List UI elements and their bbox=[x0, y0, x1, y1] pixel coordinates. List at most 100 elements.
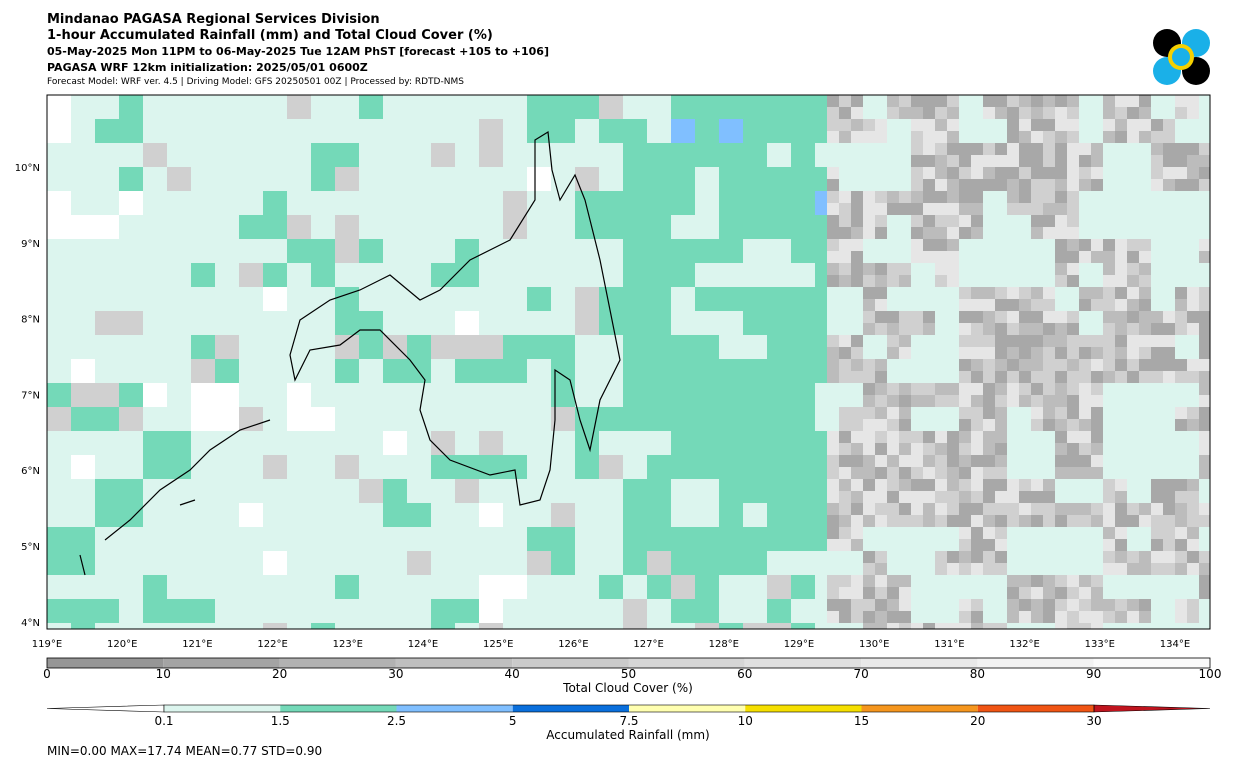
map-cell bbox=[335, 575, 347, 587]
map-cell bbox=[611, 191, 623, 203]
map-cell bbox=[923, 623, 935, 629]
map-cell bbox=[791, 107, 803, 119]
map-cell bbox=[287, 215, 299, 227]
map-cell bbox=[851, 575, 863, 587]
map-cell bbox=[191, 275, 203, 287]
map-cell bbox=[899, 467, 911, 479]
map-cell bbox=[347, 311, 359, 323]
map-cell bbox=[335, 311, 347, 323]
map-cell bbox=[647, 455, 659, 467]
map-cell bbox=[1055, 167, 1067, 179]
map-cell bbox=[647, 515, 659, 527]
map-cell bbox=[119, 515, 131, 527]
map-cell bbox=[995, 563, 1007, 575]
map-cell bbox=[971, 191, 983, 203]
map-cell bbox=[623, 167, 635, 179]
map-cell bbox=[1067, 395, 1079, 407]
map-cell bbox=[251, 419, 263, 431]
map-cell bbox=[575, 311, 587, 323]
map-cell bbox=[767, 107, 779, 119]
map-cell bbox=[1115, 503, 1127, 515]
map-cell bbox=[575, 167, 587, 179]
map-cell bbox=[1055, 431, 1067, 443]
map-cell bbox=[707, 287, 719, 299]
map-cell bbox=[503, 371, 515, 383]
map-cell bbox=[719, 431, 731, 443]
map-cell bbox=[995, 515, 1007, 527]
map-cell bbox=[983, 431, 995, 443]
map-cell bbox=[1079, 251, 1091, 263]
map-cell bbox=[227, 419, 239, 431]
map-cell bbox=[1067, 407, 1079, 419]
map-cell bbox=[539, 299, 551, 311]
map-cell bbox=[839, 227, 851, 239]
map-cell bbox=[695, 287, 707, 299]
map-cell bbox=[995, 527, 1007, 539]
map-cell bbox=[875, 119, 887, 131]
map-cell bbox=[683, 179, 695, 191]
map-cell bbox=[719, 287, 731, 299]
map-cell bbox=[755, 623, 767, 629]
map-cell bbox=[479, 443, 491, 455]
map-cell bbox=[1187, 287, 1199, 299]
map-cell bbox=[95, 131, 107, 143]
map-cell bbox=[839, 467, 851, 479]
map-cell bbox=[851, 335, 863, 347]
map-cell bbox=[527, 347, 539, 359]
map-cell bbox=[755, 203, 767, 215]
map-cell bbox=[1067, 587, 1079, 599]
map-cell bbox=[1007, 131, 1019, 143]
map-cell bbox=[287, 419, 299, 431]
map-cell bbox=[707, 107, 719, 119]
map-cell bbox=[1163, 503, 1175, 515]
map-cell bbox=[803, 575, 815, 587]
map-cell bbox=[1007, 167, 1019, 179]
map-cell bbox=[83, 359, 95, 371]
map-cell bbox=[839, 443, 851, 455]
map-cell bbox=[1139, 119, 1151, 131]
map-cell bbox=[851, 227, 863, 239]
map-cell bbox=[1115, 119, 1127, 131]
map-cell bbox=[803, 179, 815, 191]
map-cell bbox=[719, 467, 731, 479]
map-cell bbox=[155, 587, 167, 599]
map-cell bbox=[551, 107, 563, 119]
map-cell bbox=[575, 95, 587, 107]
map-cell bbox=[1091, 503, 1103, 515]
map-cell bbox=[947, 131, 959, 143]
map-cell bbox=[1043, 227, 1055, 239]
map-cell bbox=[779, 179, 791, 191]
map-cell bbox=[695, 359, 707, 371]
map-cell bbox=[1127, 287, 1139, 299]
map-cell bbox=[1175, 503, 1187, 515]
map-cell bbox=[71, 539, 83, 551]
lat-label: 8°N bbox=[21, 315, 40, 326]
rain-tick-label: 10 bbox=[738, 714, 753, 728]
map-cell bbox=[467, 611, 479, 623]
map-cell bbox=[1115, 551, 1127, 563]
map-cell bbox=[1019, 179, 1031, 191]
map-cell bbox=[1043, 155, 1055, 167]
map-cell bbox=[743, 155, 755, 167]
cloud-swatch bbox=[395, 658, 513, 668]
map-cell bbox=[1199, 299, 1210, 311]
map-cell bbox=[1127, 299, 1139, 311]
map-cell bbox=[383, 371, 395, 383]
map-cell bbox=[911, 179, 923, 191]
map-cell bbox=[875, 479, 887, 491]
map-cell bbox=[971, 479, 983, 491]
map-cell bbox=[815, 215, 827, 227]
map-cell bbox=[719, 119, 731, 131]
map-cell bbox=[803, 251, 815, 263]
map-cell bbox=[971, 323, 983, 335]
map-cell bbox=[155, 395, 167, 407]
map-cell bbox=[587, 179, 599, 191]
map-cell bbox=[731, 431, 743, 443]
map-cell bbox=[623, 251, 635, 263]
map-cell bbox=[683, 95, 695, 107]
map-cell bbox=[551, 527, 563, 539]
map-cell bbox=[959, 383, 971, 395]
map-cell bbox=[1163, 515, 1175, 527]
map-cell bbox=[911, 431, 923, 443]
map-cell bbox=[791, 335, 803, 347]
